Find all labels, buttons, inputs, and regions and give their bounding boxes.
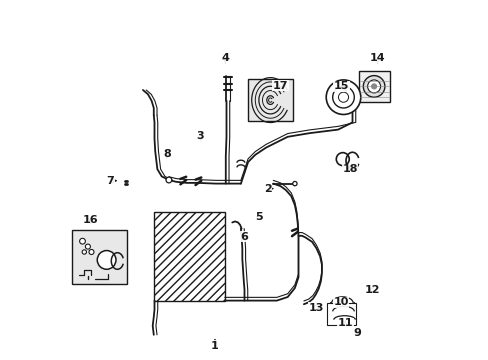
Text: 10: 10: [333, 297, 348, 307]
Circle shape: [85, 244, 90, 249]
Circle shape: [80, 238, 85, 244]
Bar: [326, 303, 355, 325]
Text: 16: 16: [83, 215, 99, 225]
Circle shape: [336, 153, 348, 166]
Text: 6: 6: [239, 232, 247, 242]
Circle shape: [97, 251, 116, 269]
Circle shape: [82, 250, 86, 254]
Bar: [247, 79, 292, 121]
Text: 5: 5: [255, 212, 262, 222]
Text: 13: 13: [308, 303, 324, 313]
Text: 9: 9: [352, 328, 360, 338]
Text: 17: 17: [272, 81, 287, 91]
Text: 18: 18: [342, 164, 357, 174]
Bar: [154, 212, 224, 301]
Text: 14: 14: [369, 53, 385, 63]
Circle shape: [325, 80, 360, 114]
Circle shape: [89, 249, 94, 255]
Text: 8: 8: [163, 149, 171, 159]
Circle shape: [371, 84, 376, 89]
Circle shape: [338, 92, 348, 102]
Text: 3: 3: [196, 131, 204, 141]
Text: 7: 7: [106, 176, 114, 186]
Text: 2: 2: [263, 184, 271, 194]
Circle shape: [292, 181, 296, 186]
Text: 12: 12: [364, 285, 379, 295]
Bar: [358, 71, 389, 102]
Bar: [72, 230, 127, 284]
Text: 15: 15: [333, 81, 348, 91]
Circle shape: [363, 76, 384, 97]
Circle shape: [367, 80, 380, 93]
Text: 11: 11: [337, 318, 352, 328]
Text: 4: 4: [221, 53, 229, 63]
Circle shape: [166, 177, 171, 183]
Circle shape: [332, 86, 354, 108]
Text: 1: 1: [211, 341, 219, 351]
